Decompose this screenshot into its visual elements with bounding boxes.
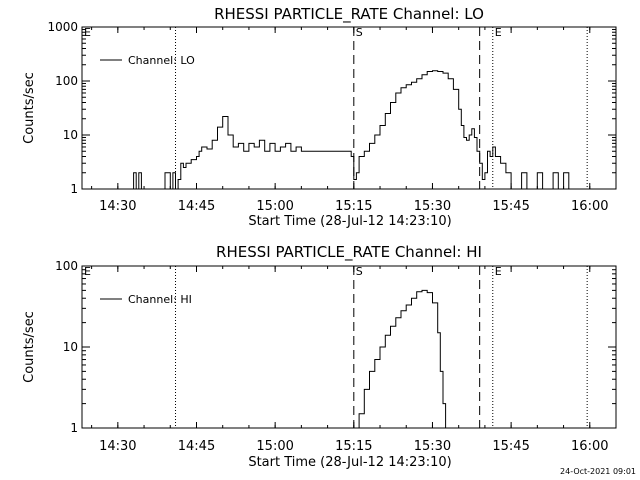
- x-tick-label: 15:45: [492, 439, 529, 454]
- chart-panel-1: RHESSI PARTICLE_RATE Channel: LO 14:30 14:…: [22, 5, 617, 229]
- x-axis-label: Start Time (28-Jul-12 14:23:10): [248, 214, 451, 229]
- y-tick-label: 100: [55, 74, 78, 88]
- x-tick-label: 14:30: [99, 439, 136, 454]
- y-axis-label: Counts/sec: [22, 311, 37, 383]
- x-tick-label: 15:30: [414, 439, 451, 454]
- timestamp-stamp: 24-Oct-2021 09:01: [560, 467, 636, 476]
- y-tick-label: 1000: [47, 20, 78, 34]
- chart-title: RHESSI PARTICLE_RATE Channel: HI: [216, 243, 482, 262]
- x-tick-label: 16:00: [571, 439, 608, 454]
- y-axis-label: Counts/sec: [22, 72, 37, 144]
- x-tick-label: 15:45: [492, 199, 529, 214]
- legend-label: Channel: LO: [128, 54, 195, 67]
- x-tick-label: 15:15: [335, 199, 372, 214]
- plot-frame: [81, 26, 617, 190]
- marker-label: E: [495, 265, 502, 278]
- x-tick-label: 15:30: [414, 199, 451, 214]
- x-axis-label: Start Time (28-Jul-12 14:23:10): [248, 455, 451, 470]
- series-line: [130, 70, 570, 190]
- marker-label: E: [495, 26, 502, 39]
- x-tick-label: 15:00: [256, 199, 293, 214]
- y-tick-label: 10: [63, 128, 78, 142]
- legend-label: Channel: HI: [128, 293, 192, 306]
- marker-label: S: [356, 26, 363, 39]
- x-tick-label: 16:00: [571, 199, 608, 214]
- x-tick-label: 15:00: [256, 439, 293, 454]
- chart-title: RHESSI PARTICLE_RATE Channel: LO: [214, 5, 484, 24]
- marker-label: E: [84, 26, 91, 39]
- y-tick-label: 10: [63, 340, 78, 354]
- x-tick-label: 14:45: [178, 439, 215, 454]
- marker-label: S: [356, 265, 363, 278]
- x-tick-label: 15:15: [335, 439, 372, 454]
- marker-label: E: [84, 265, 91, 278]
- y-tick-label: 100: [55, 259, 78, 273]
- series-line: [356, 289, 447, 429]
- chart-panel-2: RHESSI PARTICLE_RATE Channel: HI 14:30 14:…: [22, 243, 617, 470]
- timestamp: 24-Oct-2021 09:01: [560, 467, 636, 476]
- x-tick-label: 14:45: [178, 199, 215, 214]
- y-tick-label: 1: [70, 182, 78, 196]
- y-tick-label: 1: [70, 421, 78, 435]
- x-tick-label: 14:30: [99, 199, 136, 214]
- plot-frame: [81, 265, 617, 429]
